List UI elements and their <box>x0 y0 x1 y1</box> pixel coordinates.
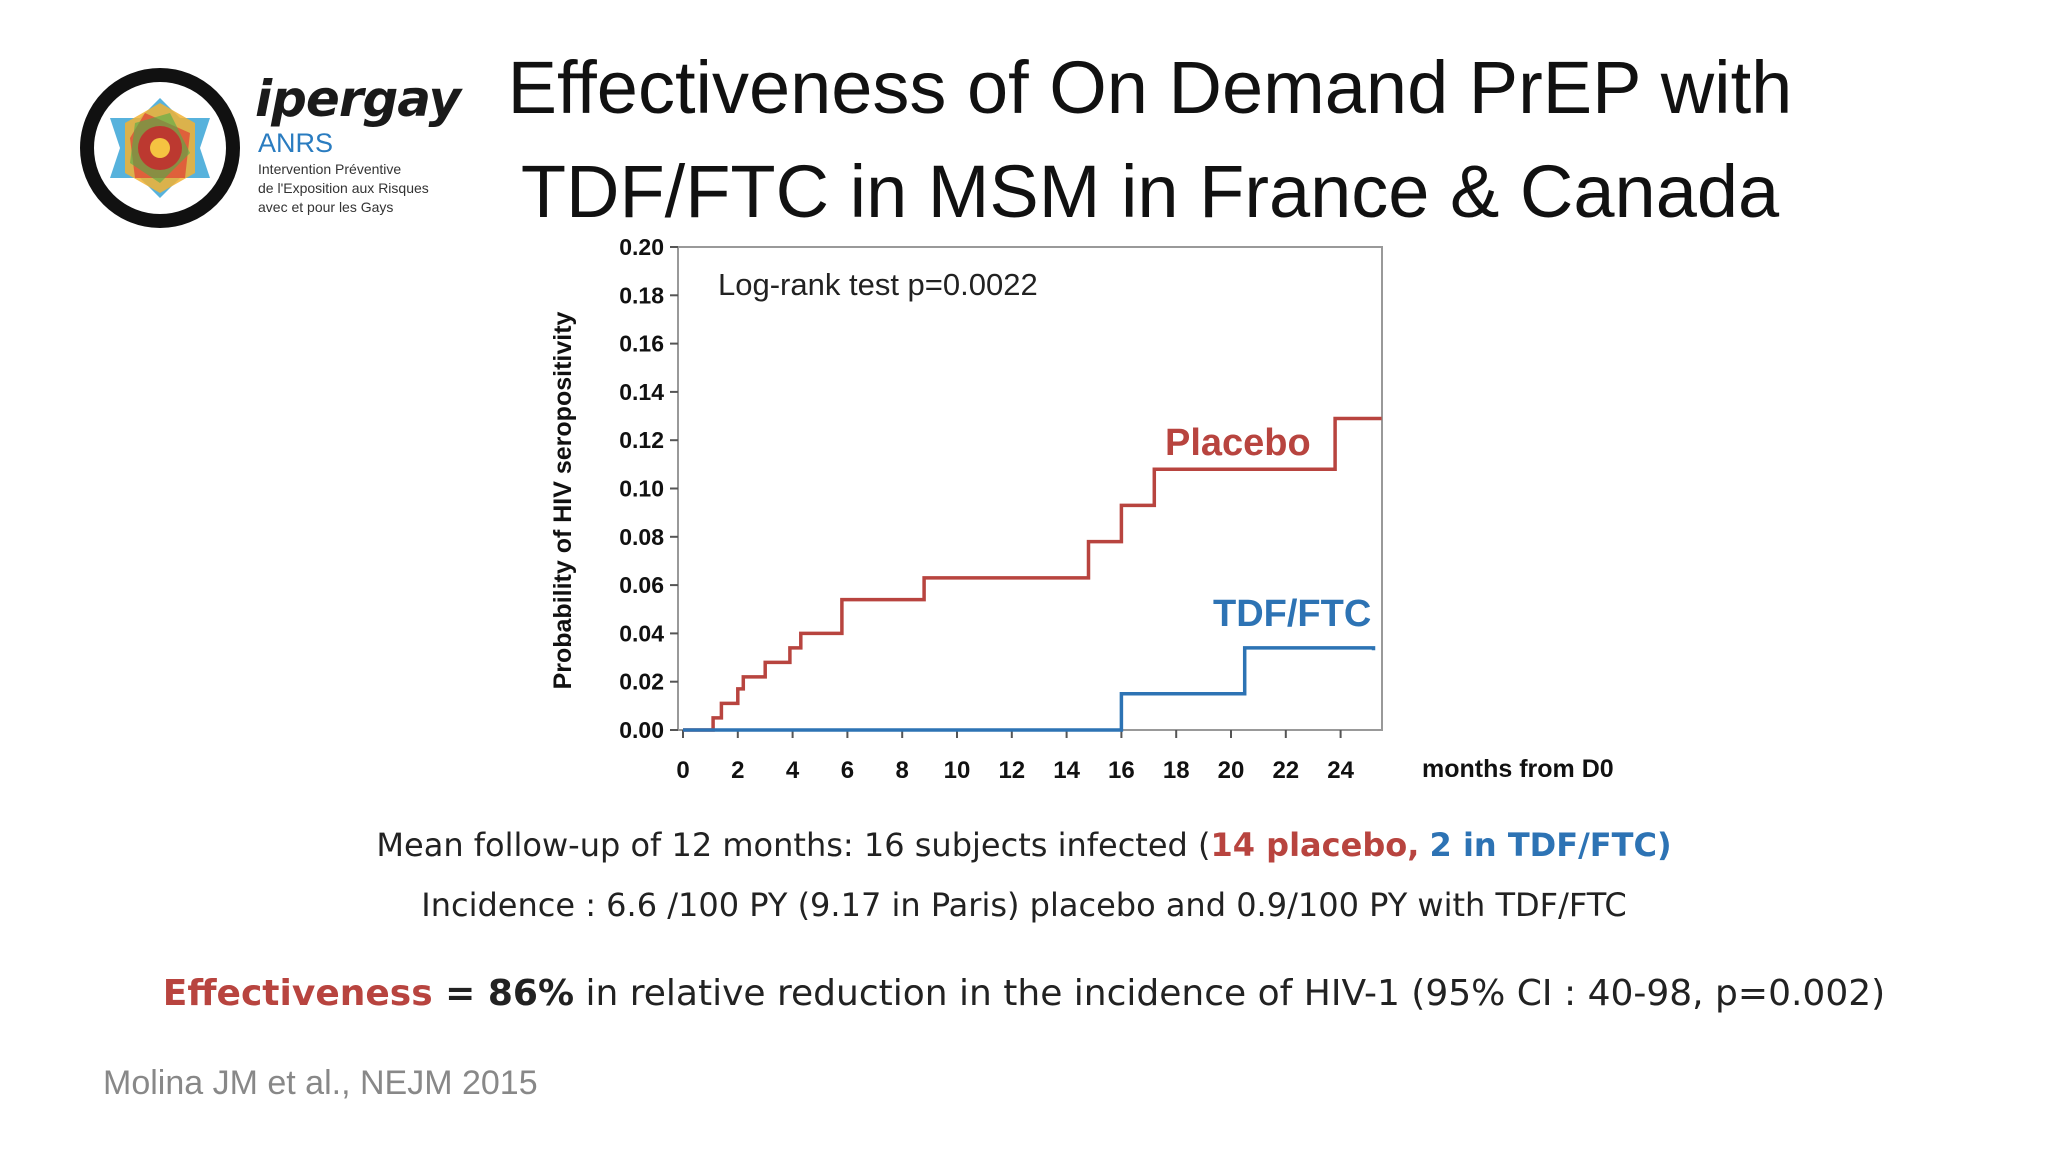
x-tick-label: 18 <box>1163 757 1190 784</box>
citation: Molina JM et al., NEJM 2015 <box>103 1064 538 1102</box>
x-tick-label: 20 <box>1218 757 1245 784</box>
series-label-tdf-ftc: TDF/FTC <box>1213 593 1371 635</box>
caption-placebo-count: 14 placebo, <box>1210 826 1420 864</box>
slide-title-line2: TDF/FTC in MSM in France & Canada <box>520 150 1780 233</box>
logo-tagline-line: avec et pour les Gays <box>258 199 394 215</box>
caption-followup-text: Mean follow-up of 12 months: 16 subjects… <box>376 826 1211 864</box>
x-tick-label: 8 <box>896 757 909 784</box>
y-axis-label: Probability of HIV seropositivity <box>549 311 577 689</box>
effectiveness-value: = 86% <box>432 973 575 1014</box>
logo-tagline-line: Intervention Préventive <box>258 161 402 177</box>
logrank-annotation: Log-rank test p=0.0022 <box>718 267 1038 302</box>
x-tick-label: 4 <box>786 757 800 784</box>
logo-emblem-icon <box>80 68 240 228</box>
slide-title: Effectiveness of On Demand PrEP with TDF… <box>440 36 1860 244</box>
logo-brand: ipergay <box>255 70 461 128</box>
series-line-tdf-ftc <box>683 646 1376 732</box>
y-tick-label: 0.06 <box>619 572 664 598</box>
series-line-placebo <box>683 416 1382 732</box>
slide-title-line1: Effectiveness of On Demand PrEP with <box>507 46 1793 129</box>
plot-frame <box>677 246 1383 731</box>
y-tick-label: 0.18 <box>619 282 664 308</box>
x-tick-label: 0 <box>676 757 689 784</box>
logo-sub: ANRS <box>258 128 334 158</box>
x-tick-label: 12 <box>998 757 1025 784</box>
x-tick-label: 22 <box>1272 757 1299 784</box>
caption-followup: Mean follow-up of 12 months: 16 subjects… <box>0 826 2048 864</box>
effectiveness-label: Effectiveness <box>162 973 433 1014</box>
km-chart: 0.00 0.02 0.04 0.06 0.08 0.10 0.12 0.14 0.16 0.18… <box>549 234 1614 784</box>
logo-tagline-line: de l'Exposition aux Risques <box>258 180 429 196</box>
y-tick-label: 0.00 <box>619 717 664 743</box>
x-tick-label: 10 <box>944 757 971 784</box>
y-tick-label: 0.14 <box>619 379 664 405</box>
y-tick-label: 0.08 <box>619 524 664 550</box>
effectiveness-text: in relative reduction in the incidence o… <box>574 973 1886 1014</box>
y-tick-label: 0.02 <box>619 669 664 695</box>
x-axis-label: months from D0 <box>1422 755 1614 783</box>
y-tick-label: 0.16 <box>619 331 664 357</box>
series-label-placebo: Placebo <box>1165 422 1311 464</box>
x-tick-label: 24 <box>1327 757 1354 784</box>
caption-tdf-count: 2 in TDF/FTC) <box>1429 826 1672 864</box>
x-tick-label: 2 <box>731 757 744 784</box>
caption-incidence: Incidence : 6.6 /100 PY (9.17 in Paris) … <box>421 886 1627 924</box>
ipergay-logo: ipergay ANRS Intervention Préventive de … <box>75 60 461 230</box>
y-tick-label: 0.12 <box>619 427 664 453</box>
y-tick-label: 0.10 <box>619 476 664 502</box>
y-tick-label: 0.20 <box>619 234 664 260</box>
y-tick-label: 0.04 <box>619 620 664 646</box>
x-tick-label: 14 <box>1053 757 1080 784</box>
x-tick-label: 16 <box>1108 757 1135 784</box>
x-tick-label: 6 <box>841 757 854 784</box>
caption-effectiveness: Effectiveness = 86% in relative reductio… <box>0 973 2048 1014</box>
logo-tagline: Intervention Préventive de l'Exposition … <box>258 160 458 217</box>
